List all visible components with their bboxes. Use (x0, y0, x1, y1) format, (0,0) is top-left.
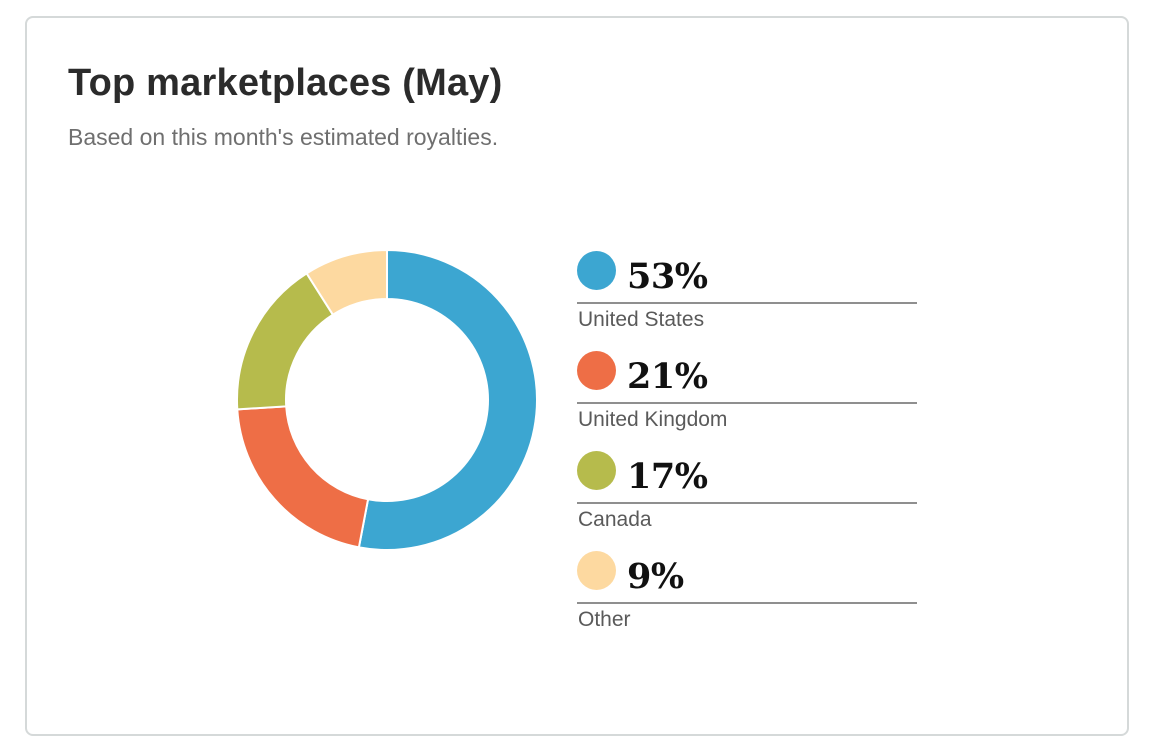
legend-percent: 9% (627, 556, 684, 597)
legend-label: United Kingdom (578, 408, 728, 431)
legend-swatch (577, 451, 616, 490)
legend-item-other: 9% Other (577, 548, 917, 648)
donut-slice-united-kingdom (236, 405, 370, 549)
legend-item-united-states: 53% United States (577, 248, 917, 348)
legend-swatch (577, 351, 616, 390)
chart-legend: 53% United States 21% United Kingdom 17%… (577, 248, 917, 648)
legend-swatch (577, 251, 616, 290)
card-subtitle: Based on this month's estimated royaltie… (68, 124, 499, 150)
legend-percent: 21% (627, 356, 708, 397)
legend-swatch (577, 551, 616, 590)
legend-label: Canada (578, 508, 652, 531)
legend-percent: 53% (627, 256, 708, 297)
legend-divider (577, 402, 917, 404)
legend-item-united-kingdom: 21% United Kingdom (577, 348, 917, 448)
legend-label: Other (578, 608, 631, 631)
donut-chart (236, 248, 538, 551)
donut-slice-other (305, 248, 388, 317)
legend-label: United States (578, 308, 705, 331)
legend-percent: 17% (627, 456, 708, 497)
legend-divider (577, 602, 917, 604)
legend-item-canada: 17% Canada (577, 448, 917, 548)
card-title: Top marketplaces (May) (68, 62, 503, 104)
legend-divider (577, 502, 917, 504)
donut-slice-united-states (357, 248, 538, 551)
legend-divider (577, 302, 917, 304)
